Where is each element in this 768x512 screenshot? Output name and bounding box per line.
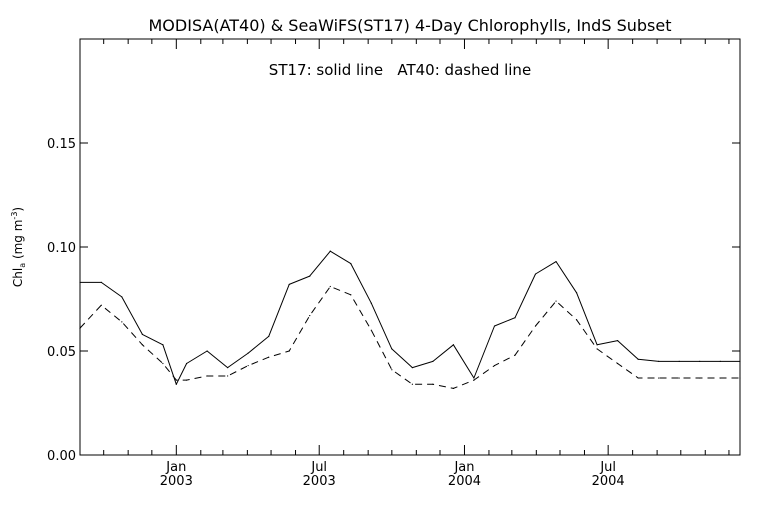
data-point-at40 [100,304,102,306]
x-tick-month-label: Jan [453,460,474,475]
data-point-st17 [411,367,413,369]
y-axis: 0.00 0.05 0.10 0.15 [47,137,740,464]
y-tick-label: 0.00 [47,449,76,464]
data-point-at40 [121,321,123,323]
data-point-st17 [555,260,557,263]
data-point-st17 [185,362,188,365]
data-point-at40 [534,325,537,327]
y-axis-label-units: (mg m [11,220,25,263]
data-point-at40 [329,285,331,288]
data-point-st17 [719,360,721,362]
data-point-st17 [141,333,143,335]
data-point-st17 [247,352,249,354]
data-point-st17 [739,360,741,362]
data-point-at40 [162,362,164,365]
data-point-st17 [473,377,475,379]
data-point-st17 [678,360,680,362]
data-point-st17 [350,263,352,265]
y-axis-label-close: ) [11,207,25,212]
y-axis-label-main: Chl [11,268,25,287]
data-point-st17 [534,273,537,275]
chart-title: MODISA(AT40) & SeaWiFS(ST17) 4-Day Chlor… [149,16,672,35]
y-axis-label: Chla (mg m-3) [10,207,27,287]
data-point-at40 [452,387,455,390]
data-point-at40 [175,379,177,381]
data-point-at40 [370,329,372,331]
data-point-at40 [411,383,413,385]
data-point-at40 [268,356,270,358]
data-point-st17 [329,250,331,252]
data-point-at40 [79,327,81,329]
x-tick-month-label: Jul [310,460,327,475]
x-tick-year-label: 2004 [592,474,625,489]
data-point-st17 [391,348,393,350]
data-point-at40 [678,377,680,379]
data-point-st17 [452,344,455,346]
data-point-st17 [432,360,434,362]
data-point-st17 [268,335,270,338]
data-point-at40 [739,377,741,379]
y-tick-label: 0.05 [47,345,76,360]
data-point-at40 [473,379,475,381]
x-tick-year-label: 2003 [160,474,193,489]
data-point-at40 [227,375,229,377]
data-point-at40 [514,354,516,356]
data-point-at40 [596,348,598,350]
data-point-at40 [309,315,311,317]
data-point-at40 [575,319,578,321]
data-point-st17 [121,296,123,298]
data-point-st17 [370,302,372,304]
data-point-at40 [141,344,143,346]
data-point-at40 [185,379,188,381]
data-point-at40 [493,364,496,367]
y-axis-label-subscript: a [18,263,27,268]
x-tick-month-label: Jul [599,460,616,475]
data-point-st17 [100,281,102,283]
x-tick-month-label: Jan [165,460,186,475]
data-point-at40 [391,369,393,371]
plot-frame [79,38,741,456]
x-tick-year-label: 2003 [303,474,336,489]
data-point-st17 [596,344,598,346]
data-point-st17 [309,275,311,277]
data-point-st17 [206,350,208,352]
data-point-at40 [719,377,721,379]
data-point-at40 [432,383,434,385]
data-point-at40 [247,364,249,367]
data-point-at40 [350,294,352,296]
y-tick-label: 0.10 [47,241,76,256]
data-point-at40 [206,375,208,377]
series-line-at40 [79,286,740,389]
data-point-st17 [617,340,619,342]
line-style-annotation: ST17: solid line AT40: dashed line [269,61,531,79]
data-point-st17 [227,367,229,369]
data-point-at40 [699,377,701,379]
data-point-st17 [175,383,177,385]
data-point-st17 [637,358,639,360]
data-point-at40 [288,350,290,352]
data-point-st17 [658,360,660,362]
data-point-at40 [637,377,639,379]
data-point-at40 [617,362,619,365]
x-tick-year-label: 2004 [448,474,481,489]
data-point-st17 [575,292,578,294]
data-point-st17 [288,283,290,286]
series-layer [79,250,741,390]
data-point-st17 [699,360,701,362]
series-line-st17 [80,250,740,385]
data-point-st17 [79,281,81,283]
data-point-at40 [555,300,557,302]
data-point-st17 [493,325,496,327]
y-axis-label-exponent: -3 [10,212,19,220]
y-tick-label: 0.15 [47,137,76,152]
data-point-st17 [162,344,164,346]
data-point-st17 [514,317,516,319]
data-point-at40 [658,377,660,379]
